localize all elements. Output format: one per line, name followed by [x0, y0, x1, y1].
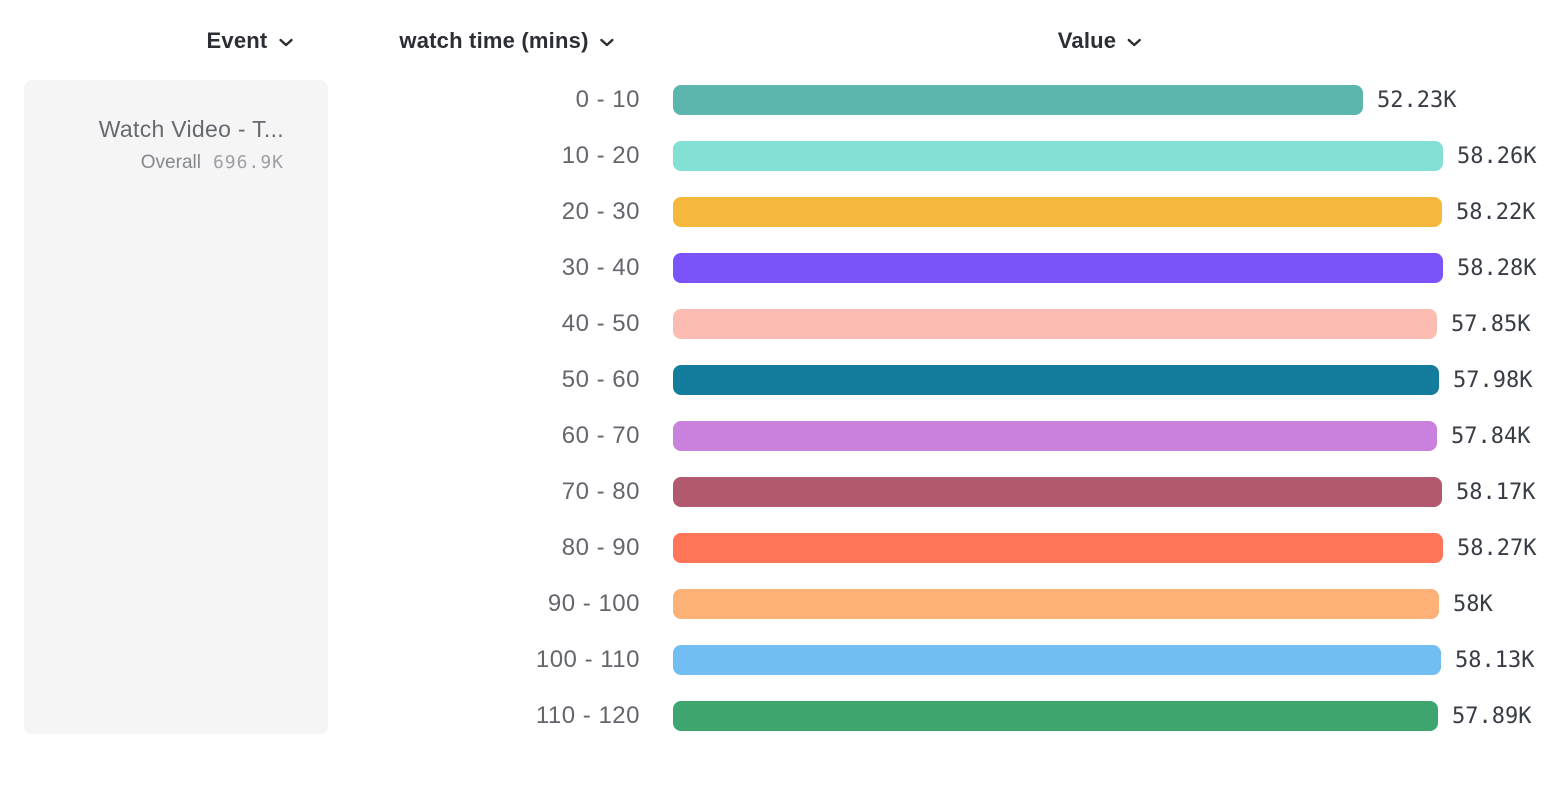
chart-row: 60 - 70 57.84K	[0, 408, 1568, 464]
chevron-down-icon	[1127, 35, 1142, 47]
bar-value-label: 58.26K	[1457, 143, 1537, 169]
bar-segment[interactable]	[673, 589, 1439, 619]
chart-row: 30 - 40 58.28K	[0, 240, 1568, 296]
chevron-down-icon	[278, 35, 293, 47]
column-header-event[interactable]: Event	[207, 28, 294, 54]
bucket-label: 80 - 90	[561, 534, 640, 561]
bar-area: 58.13K	[673, 645, 1534, 675]
bar-segment[interactable]	[673, 701, 1438, 731]
bar-segment[interactable]	[673, 533, 1443, 563]
bucket-label: 90 - 100	[547, 590, 640, 617]
column-header-breakdown-label: watch time (mins)	[399, 28, 589, 53]
chart-row: 80 - 90 58.27K	[0, 520, 1568, 576]
bar-value-label: 58.13K	[1455, 647, 1535, 673]
bar-area: 58.28K	[673, 253, 1536, 283]
bar-area: 57.89K	[673, 701, 1531, 731]
column-header-event-label: Event	[206, 28, 268, 53]
chart-row: 10 - 20 58.26K	[0, 128, 1568, 184]
bar-segment[interactable]	[673, 141, 1443, 171]
bar-value-label: 58.28K	[1457, 255, 1537, 281]
event-title: Watch Video - T...	[98, 116, 284, 142]
column-header-value[interactable]: Value	[1058, 28, 1142, 54]
event-card[interactable]: Watch Video - T... Overall 696.9K	[24, 80, 328, 734]
bucket-label: 20 - 30	[561, 198, 640, 225]
chart-row: 70 - 80 58.17K	[0, 464, 1568, 520]
overall-label: Overall	[140, 152, 201, 173]
bucket-label: 10 - 20	[561, 142, 640, 169]
bar-value-label: 57.85K	[1451, 311, 1531, 337]
bucket-label: 100 - 110	[535, 646, 640, 673]
column-header-value-label: Value	[1057, 28, 1117, 53]
chart-row: 100 - 110 58.13K	[0, 632, 1568, 688]
bar-value-label: 58.17K	[1456, 479, 1536, 505]
bar-segment[interactable]	[673, 85, 1363, 115]
bar-segment[interactable]	[673, 477, 1442, 507]
chart-row: 90 - 100 58K	[0, 576, 1568, 632]
overall-value: 696.9K	[212, 152, 284, 173]
bucket-label: 50 - 60	[561, 366, 640, 393]
bar-area: 57.85K	[673, 309, 1530, 339]
bucket-label: 70 - 80	[561, 478, 640, 505]
bar-value-label: 58.22K	[1456, 199, 1536, 225]
chart-row: 40 - 50 57.85K	[0, 296, 1568, 352]
bar-value-label: 57.89K	[1452, 703, 1532, 729]
bar-value-label: 52.23K	[1377, 87, 1457, 113]
bar-area: 58K	[673, 589, 1493, 619]
column-header-breakdown[interactable]: watch time (mins)	[399, 28, 614, 54]
bar-segment[interactable]	[673, 197, 1442, 227]
bar-area: 58.26K	[673, 141, 1536, 171]
bar-segment[interactable]	[673, 253, 1443, 283]
bar-area: 57.84K	[673, 421, 1530, 451]
bar-segment[interactable]	[673, 421, 1437, 451]
bar-segment[interactable]	[673, 645, 1441, 675]
bar-segment[interactable]	[673, 309, 1437, 339]
chart-row: 50 - 60 57.98K	[0, 352, 1568, 408]
chevron-down-icon	[600, 35, 615, 47]
bar-area: 58.17K	[673, 477, 1535, 507]
bar-value-label: 57.98K	[1453, 367, 1533, 393]
chart-row: 20 - 30 58.22K	[0, 184, 1568, 240]
bar-area: 58.27K	[673, 533, 1536, 563]
bar-value-label: 58K	[1453, 591, 1493, 617]
bar-segment[interactable]	[673, 365, 1439, 395]
bar-area: 58.22K	[673, 197, 1535, 227]
bucket-label: 30 - 40	[561, 254, 640, 281]
bar-area: 57.98K	[673, 365, 1532, 395]
bucket-label: 110 - 120	[535, 702, 640, 729]
event-overall-row: Overall 696.9K	[36, 152, 284, 174]
bucket-label: 0 - 10	[575, 86, 640, 113]
bar-value-label: 57.84K	[1451, 423, 1531, 449]
bucket-label: 40 - 50	[561, 310, 640, 337]
bar-chart: 0 - 10 52.23K 10 - 20 58.26K 20 - 30 58.…	[0, 72, 1568, 744]
chart-row: 110 - 120 57.89K	[0, 688, 1568, 744]
chart-row: 0 - 10 52.23K	[0, 72, 1568, 128]
bar-value-label: 58.27K	[1457, 535, 1537, 561]
bar-area: 52.23K	[673, 85, 1456, 115]
bucket-label: 60 - 70	[561, 422, 640, 449]
